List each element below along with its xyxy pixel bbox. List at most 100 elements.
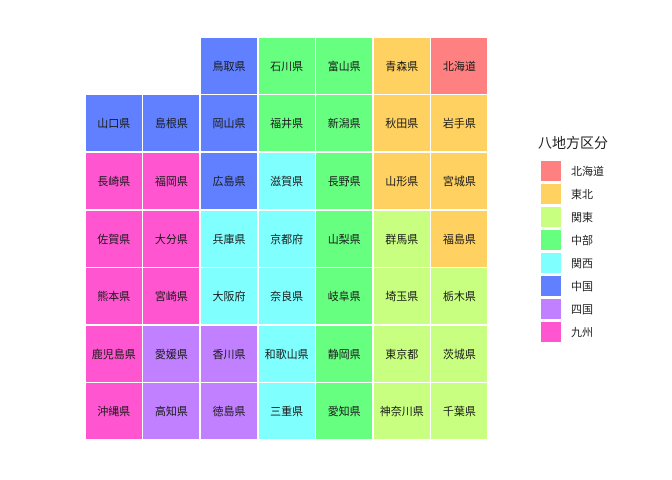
legend-label: 中国 bbox=[571, 279, 593, 293]
prefecture-tile: 岩手県 bbox=[431, 95, 488, 152]
prefecture-label: 兵庫県 bbox=[212, 232, 246, 246]
prefecture-label: 新潟県 bbox=[327, 117, 361, 131]
legend-item: 九州 bbox=[538, 320, 608, 343]
prefecture-label: 山形県 bbox=[385, 175, 419, 188]
prefecture-tile: 静岡県 bbox=[316, 325, 373, 382]
prefecture-tile: 群馬県 bbox=[373, 210, 430, 267]
prefecture-label: 愛知県 bbox=[327, 405, 361, 419]
prefecture-tile: 鹿児島県 bbox=[85, 325, 142, 382]
legend-label: 北海道 bbox=[571, 164, 604, 178]
prefecture-tile: 香川県 bbox=[201, 325, 257, 382]
prefecture-tile: 青森県 bbox=[373, 37, 430, 94]
prefecture-label: 栃木県 bbox=[442, 290, 476, 304]
prefecture-label: 福井県 bbox=[270, 117, 304, 131]
prefecture-tile: 富山県 bbox=[316, 37, 373, 94]
prefecture-label: 高知県 bbox=[154, 405, 188, 419]
prefecture-tile: 大阪府 bbox=[201, 268, 257, 325]
prefecture-label: 青森県 bbox=[385, 59, 419, 73]
prefecture-tile: 兵庫県 bbox=[201, 210, 257, 267]
prefecture-tile: 長野県 bbox=[316, 153, 373, 209]
prefecture-tile: 栃木県 bbox=[431, 268, 488, 325]
prefecture-tile: 長崎県 bbox=[85, 153, 142, 209]
prefecture-tile: 京都府 bbox=[258, 210, 315, 267]
prefecture-label: 群馬県 bbox=[385, 232, 419, 246]
prefecture-tile: 熊本県 bbox=[85, 268, 142, 325]
prefecture-label: 京都府 bbox=[270, 232, 304, 246]
prefecture-tile: 宮崎県 bbox=[143, 268, 200, 325]
legend-item: 中国 bbox=[538, 274, 608, 297]
prefecture-tile: 岡山県 bbox=[201, 95, 257, 152]
legend-key bbox=[541, 275, 561, 296]
legend-key bbox=[541, 252, 561, 273]
legend-label: 関西 bbox=[571, 256, 593, 270]
prefecture-tile: 宮城県 bbox=[431, 153, 488, 209]
prefecture-label: 北海道 bbox=[442, 59, 476, 73]
legend-label: 九州 bbox=[571, 325, 593, 339]
legend-label: 東北 bbox=[571, 187, 593, 201]
prefecture-label: 茨城県 bbox=[442, 347, 476, 361]
prefecture-tile: 神奈川県 bbox=[373, 383, 430, 440]
prefecture-label: 沖縄県 bbox=[97, 405, 131, 419]
prefecture-label: 山梨県 bbox=[327, 232, 361, 246]
prefecture-tile: 滋賀県 bbox=[258, 153, 315, 209]
prefecture-label: 神奈川県 bbox=[379, 405, 424, 419]
legend-item: 四国 bbox=[538, 297, 608, 320]
legend: 八地方区分 北海道東北関東中部関西中国四国九州 bbox=[538, 133, 608, 343]
prefecture-label: 和歌山県 bbox=[264, 347, 309, 361]
prefecture-label: 静岡県 bbox=[327, 347, 361, 361]
legend-item: 中部 bbox=[538, 228, 608, 251]
legend-item: 関東 bbox=[538, 205, 608, 228]
prefecture-tile: 徳島県 bbox=[201, 383, 257, 440]
legend-key bbox=[541, 321, 561, 342]
legend-label: 関東 bbox=[571, 210, 593, 224]
prefecture-label: 大阪府 bbox=[212, 290, 246, 304]
prefecture-tile: 島根県 bbox=[143, 95, 200, 152]
prefecture-tile: 三重県 bbox=[258, 383, 315, 440]
legend-key bbox=[541, 229, 561, 250]
prefecture-tile: 鳥取県 bbox=[201, 37, 257, 94]
prefecture-label: 愛媛県 bbox=[154, 347, 188, 361]
prefecture-label: 富山県 bbox=[327, 59, 361, 73]
prefecture-label: 福島県 bbox=[442, 232, 476, 246]
legend-label: 中部 bbox=[571, 233, 593, 247]
prefecture-label: 広島県 bbox=[212, 175, 246, 188]
prefecture-tile: 岐阜県 bbox=[316, 268, 373, 325]
prefecture-label: 鹿児島県 bbox=[91, 347, 136, 361]
legend-item: 関西 bbox=[538, 251, 608, 274]
legend-key bbox=[541, 160, 561, 181]
prefecture-label: 宮崎県 bbox=[154, 290, 188, 304]
prefecture-label: 徳島県 bbox=[212, 405, 246, 419]
prefecture-tile: 福島県 bbox=[431, 210, 488, 267]
prefecture-label: 熊本県 bbox=[97, 290, 131, 304]
prefecture-label: 岩手県 bbox=[442, 117, 476, 131]
legend-key bbox=[541, 206, 561, 227]
prefecture-label: 福岡県 bbox=[154, 175, 188, 188]
prefecture-label: 岡山県 bbox=[212, 117, 246, 131]
prefecture-label: 東京都 bbox=[385, 347, 419, 361]
prefecture-tile: 奈良県 bbox=[258, 268, 315, 325]
prefecture-label: 石川県 bbox=[270, 59, 304, 73]
prefecture-label: 香川県 bbox=[212, 347, 246, 361]
prefecture-tile: 北海道 bbox=[431, 37, 488, 94]
legend-key bbox=[541, 183, 561, 204]
prefecture-label: 山口県 bbox=[97, 117, 131, 131]
prefecture-tile: 佐賀県 bbox=[85, 210, 142, 267]
prefecture-label: 千葉県 bbox=[442, 405, 476, 419]
prefecture-tile: 秋田県 bbox=[373, 95, 430, 152]
prefecture-tile: 石川県 bbox=[258, 37, 315, 94]
prefecture-label: 宮城県 bbox=[442, 175, 476, 188]
prefecture-tile: 東京都 bbox=[373, 325, 430, 382]
prefecture-tile: 山口県 bbox=[85, 95, 142, 152]
legend-item: 北海道 bbox=[538, 159, 608, 182]
prefecture-label: 大分県 bbox=[154, 232, 188, 246]
prefecture-label: 奈良県 bbox=[270, 290, 304, 304]
prefecture-label: 長野県 bbox=[327, 175, 361, 188]
prefecture-label: 鳥取県 bbox=[212, 59, 246, 73]
prefecture-label: 埼玉県 bbox=[385, 290, 419, 304]
prefecture-label: 秋田県 bbox=[385, 117, 419, 131]
prefecture-tile: 千葉県 bbox=[431, 383, 488, 440]
legend-key bbox=[541, 298, 561, 319]
prefecture-tile: 和歌山県 bbox=[258, 325, 315, 382]
prefecture-label: 島根県 bbox=[154, 117, 188, 131]
legend-title: 八地方区分 bbox=[538, 136, 608, 152]
